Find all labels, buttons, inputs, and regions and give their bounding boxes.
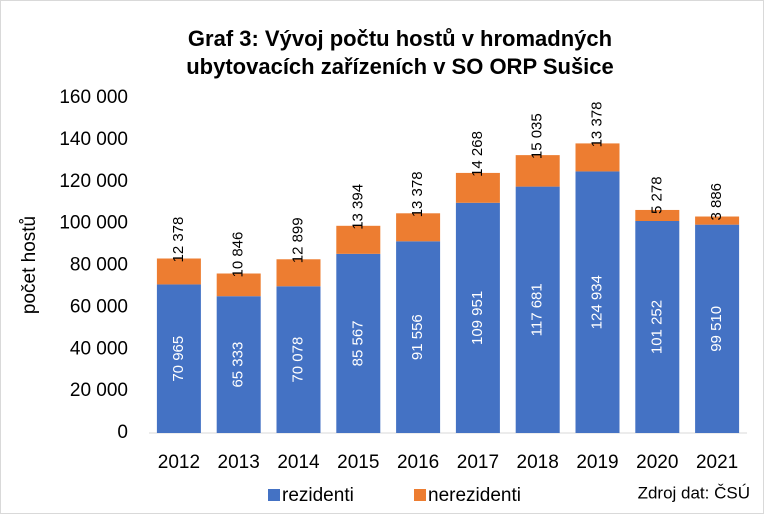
bar-segment xyxy=(216,296,261,433)
y-tick-label: 100 000 xyxy=(59,213,128,234)
legend-label: nerezidenti xyxy=(428,485,521,506)
data-label: 12 378 xyxy=(170,217,187,263)
data-label: 13 378 xyxy=(409,171,426,217)
x-tick-label: 2021 xyxy=(696,452,738,473)
x-tick-label: 2019 xyxy=(576,452,618,473)
data-label: 13 378 xyxy=(588,102,605,148)
bar-segment xyxy=(336,253,381,433)
y-tick-label: 140 000 xyxy=(59,129,128,150)
bar-segment xyxy=(635,209,680,222)
bar-segment xyxy=(396,241,441,433)
legend-swatch xyxy=(414,489,426,501)
x-tick-label: 2014 xyxy=(277,452,320,473)
bar-segment xyxy=(515,186,560,433)
bar-segment xyxy=(515,155,560,187)
bar-segment xyxy=(396,213,441,242)
y-tick-label: 20 000 xyxy=(70,380,128,401)
data-label: 3 886 xyxy=(708,183,725,221)
y-tick-label: 0 xyxy=(117,422,128,443)
y-tick-label: 160 000 xyxy=(59,87,128,108)
x-tick-label: 2020 xyxy=(636,452,678,473)
data-label: 109 951 xyxy=(469,291,486,345)
bar-segment xyxy=(455,202,500,433)
bar-segment xyxy=(156,258,201,285)
data-label: 13 394 xyxy=(349,184,366,230)
data-label: 70 078 xyxy=(289,337,306,383)
data-label: 85 567 xyxy=(349,320,366,366)
bar-segment xyxy=(216,273,261,297)
bar-segment xyxy=(156,284,201,433)
data-label: 91 556 xyxy=(409,314,426,360)
x-tick-label: 2018 xyxy=(517,452,559,473)
bar-segment xyxy=(575,143,620,172)
y-tick-label: 40 000 xyxy=(70,338,128,359)
bar-segment xyxy=(695,224,740,433)
bar-segment xyxy=(276,259,321,287)
data-label: 15 035 xyxy=(529,113,546,159)
bar-segment xyxy=(635,221,680,433)
x-tick-label: 2017 xyxy=(457,452,499,473)
legend-swatch xyxy=(268,489,280,501)
y-axis-label: počet hostů xyxy=(19,216,40,314)
bar-segment xyxy=(455,172,500,203)
bar-segment xyxy=(695,216,740,225)
x-tick-label: 2015 xyxy=(337,452,379,473)
y-tick-label: 120 000 xyxy=(59,171,128,192)
legend-label: rezidenti xyxy=(282,485,354,506)
x-tick-label: 2012 xyxy=(158,452,200,473)
data-label: 65 333 xyxy=(230,342,247,388)
data-label: 5 278 xyxy=(648,176,665,214)
x-tick-label: 2013 xyxy=(218,452,260,473)
data-label: 12 899 xyxy=(289,217,306,263)
bar-segment xyxy=(276,286,321,433)
data-label: 10 846 xyxy=(230,232,247,278)
data-label: 101 252 xyxy=(648,300,665,354)
y-tick-label: 60 000 xyxy=(70,296,128,317)
y-tick-label: 80 000 xyxy=(70,255,128,276)
x-tick-label: 2016 xyxy=(397,452,439,473)
data-label: 124 934 xyxy=(588,275,605,329)
chart-title: ubytovacích zařízeních v SO ORP Sušice xyxy=(186,54,614,79)
source: Zdroj dat: ČSÚ xyxy=(638,483,750,502)
data-label: 14 268 xyxy=(469,131,486,177)
data-label: 70 965 xyxy=(170,336,187,382)
chart-title: Graf 3: Vývoj počtu hostů v hromadných xyxy=(188,26,612,51)
bar-segment xyxy=(336,225,381,254)
data-label: 99 510 xyxy=(708,306,725,352)
data-label: 117 681 xyxy=(529,283,546,336)
bar-segment xyxy=(575,171,620,433)
